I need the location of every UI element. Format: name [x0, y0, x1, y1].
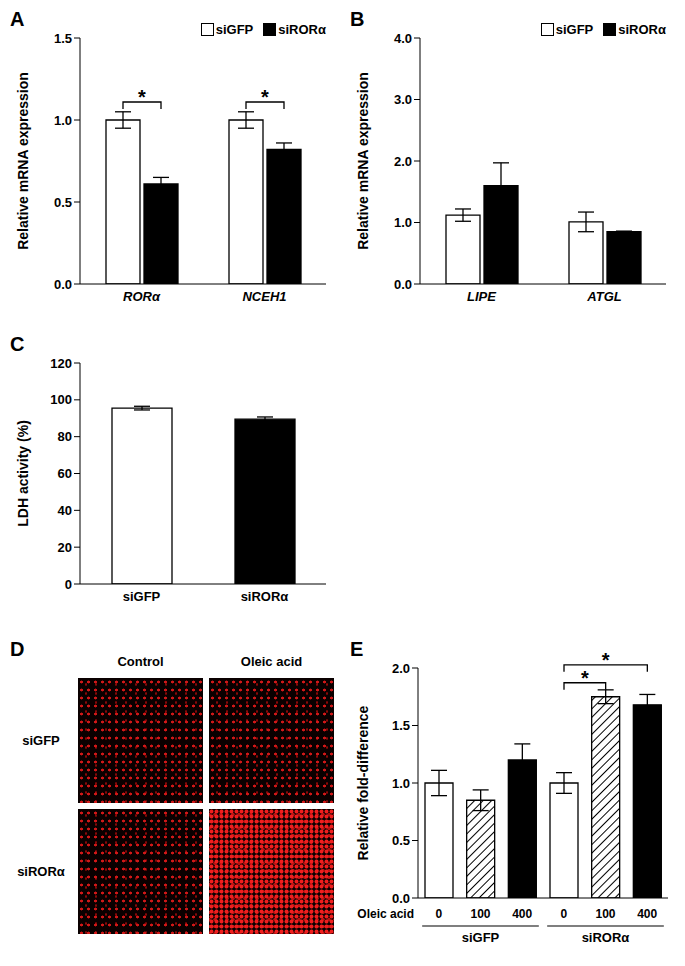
- html-text:C: C: [10, 333, 25, 355]
- svg-text:100: 100: [595, 907, 615, 921]
- svg-text:0: 0: [560, 907, 567, 921]
- svg-text:100: 100: [470, 907, 490, 921]
- html-text:A: A: [10, 8, 25, 30]
- svg-text:4.0: 4.0: [394, 31, 412, 46]
- svg-text:Relative fold-difference: Relative fold-difference: [355, 705, 371, 860]
- html-text:siGFP: siGFP: [22, 733, 60, 748]
- html-text:siRORα: siRORα: [278, 22, 326, 37]
- html-text:B: B: [350, 8, 365, 30]
- svg-text:80: 80: [58, 429, 72, 444]
- svg-text:400: 400: [512, 907, 532, 921]
- svg-text:siRORα: siRORα: [582, 930, 630, 945]
- svg-text:LDH activity (%): LDH activity (%): [15, 420, 31, 527]
- svg-text:*: *: [261, 86, 269, 108]
- svg-text:0.5: 0.5: [54, 195, 72, 210]
- svg-text:siRORα: siRORα: [241, 589, 289, 604]
- svg-text:2.0: 2.0: [392, 661, 410, 676]
- svg-text:0.0: 0.0: [54, 277, 72, 292]
- svg-text:siGFP: siGFP: [462, 930, 500, 945]
- html-text:Oleic acid: Oleic acid: [240, 654, 303, 669]
- html-text:Control: Control: [117, 654, 164, 669]
- html-text:siRORα: siRORα: [17, 864, 65, 879]
- svg-text:0: 0: [435, 907, 442, 921]
- svg-text:40: 40: [58, 503, 72, 518]
- svg-text:0.0: 0.0: [394, 277, 412, 292]
- svg-text:RORα: RORα: [123, 289, 161, 304]
- html-text:E: E: [350, 638, 364, 660]
- svg-text:120: 120: [50, 356, 72, 371]
- svg-text:0: 0: [65, 577, 72, 592]
- svg-text:*: *: [581, 667, 589, 689]
- svg-text:Oleic acid: Oleic acid: [357, 907, 414, 921]
- svg-text:1.0: 1.0: [394, 215, 412, 230]
- svg-text:20: 20: [58, 540, 72, 555]
- html-text:siRORα: siRORα: [618, 22, 666, 37]
- svg-text:*: *: [602, 649, 610, 671]
- svg-text:Relative mRNA expression: Relative mRNA expression: [355, 72, 371, 250]
- svg-text:1.0: 1.0: [392, 776, 410, 791]
- svg-text:1.5: 1.5: [54, 31, 72, 46]
- html-text:D: D: [10, 638, 25, 660]
- html-text:siGFP: siGFP: [555, 22, 594, 37]
- svg-text:Relative mRNA expression: Relative mRNA expression: [15, 72, 31, 250]
- svg-text:LIPE: LIPE: [467, 289, 496, 304]
- svg-text:0.0: 0.0: [392, 891, 410, 906]
- svg-text:100: 100: [50, 392, 72, 407]
- html-text:siGFP: siGFP: [215, 22, 254, 37]
- svg-text:*: *: [138, 86, 146, 108]
- svg-text:3.0: 3.0: [394, 92, 412, 107]
- svg-text:400: 400: [637, 907, 657, 921]
- svg-text:2.0: 2.0: [394, 154, 412, 169]
- svg-text:siGFP: siGFP: [123, 589, 161, 604]
- svg-text:60: 60: [58, 466, 72, 481]
- svg-text:1.0: 1.0: [54, 113, 72, 128]
- svg-text:0.5: 0.5: [392, 833, 410, 848]
- svg-text:NCEH1: NCEH1: [242, 289, 286, 304]
- svg-text:ATGL: ATGL: [586, 289, 621, 304]
- svg-text:1.5: 1.5: [392, 718, 410, 733]
